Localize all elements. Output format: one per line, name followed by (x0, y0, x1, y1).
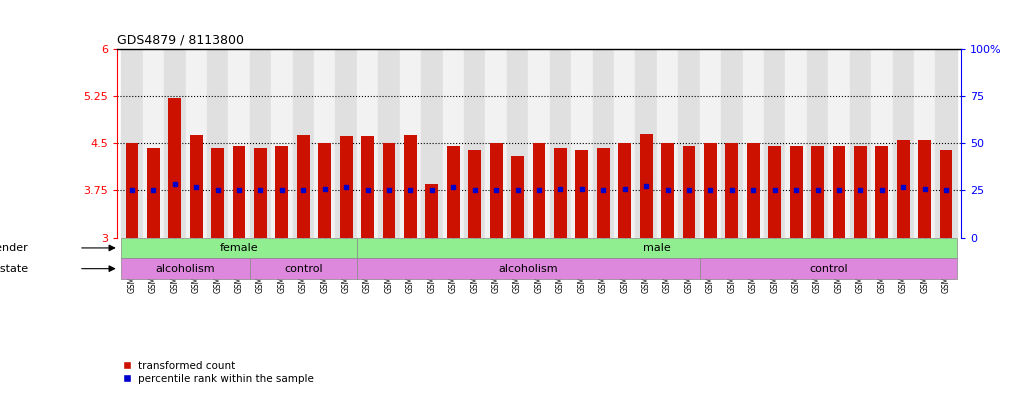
Bar (640, 134, 653, 238)
Bar (678, 49, 700, 238)
Bar (361, 136, 374, 238)
Bar (854, 147, 866, 238)
Text: alcoholism: alcoholism (498, 264, 558, 274)
Bar (700, 258, 957, 279)
Text: alcoholism: alcoholism (156, 264, 216, 274)
Bar (661, 143, 674, 238)
Bar (506, 49, 528, 238)
Bar (146, 148, 160, 238)
Bar (893, 49, 914, 238)
Bar (764, 49, 785, 238)
Bar (293, 49, 314, 238)
Bar (572, 49, 593, 238)
Bar (297, 135, 310, 238)
Bar (121, 49, 142, 238)
Bar (789, 147, 802, 238)
Bar (876, 147, 888, 238)
Bar (593, 49, 614, 238)
Bar (250, 258, 357, 279)
Bar (742, 49, 764, 238)
Bar (485, 49, 506, 238)
Bar (936, 49, 957, 238)
Bar (336, 49, 357, 238)
Bar (849, 49, 872, 238)
Text: female: female (220, 243, 258, 253)
Bar (446, 147, 460, 238)
Bar (918, 140, 932, 238)
Bar (704, 143, 717, 238)
Bar (490, 143, 502, 238)
Text: disease state: disease state (0, 264, 28, 274)
Bar (828, 49, 849, 238)
Bar (254, 148, 266, 238)
Bar (169, 98, 181, 238)
Bar (250, 49, 272, 238)
Bar (229, 49, 250, 238)
Bar (233, 146, 245, 238)
Bar (533, 143, 545, 238)
Bar (425, 184, 438, 238)
Bar (768, 147, 781, 238)
Bar (190, 135, 202, 238)
Bar (400, 49, 421, 238)
Bar (554, 148, 566, 238)
Bar (785, 49, 806, 238)
Bar (421, 49, 442, 238)
Bar (276, 147, 289, 238)
Bar (725, 143, 738, 238)
Bar (528, 49, 550, 238)
Bar (657, 49, 678, 238)
Bar (464, 49, 485, 238)
Bar (614, 49, 636, 238)
Bar (636, 49, 657, 238)
Bar (340, 136, 353, 238)
Bar (404, 135, 417, 238)
Bar (940, 150, 953, 238)
Bar (618, 143, 632, 238)
Bar (833, 147, 845, 238)
Text: gender: gender (0, 243, 28, 253)
Bar (746, 143, 760, 238)
Bar (721, 49, 742, 238)
Bar (164, 49, 185, 238)
Bar (121, 258, 250, 279)
Bar (682, 147, 696, 238)
Bar (121, 238, 357, 258)
Bar (314, 49, 336, 238)
Bar (700, 49, 721, 238)
Bar (357, 49, 378, 238)
Bar (272, 49, 293, 238)
Bar (897, 140, 909, 238)
Bar (142, 49, 164, 238)
Bar (468, 150, 481, 238)
Bar (318, 143, 332, 238)
Bar (212, 148, 224, 238)
Bar (357, 258, 700, 279)
Bar (206, 49, 229, 238)
Bar (185, 49, 206, 238)
Bar (357, 238, 957, 258)
Text: male: male (643, 243, 671, 253)
Bar (550, 49, 572, 238)
Legend: transformed count, percentile rank within the sample: transformed count, percentile rank withi… (122, 361, 313, 384)
Bar (812, 147, 824, 238)
Bar (442, 49, 464, 238)
Bar (597, 148, 610, 238)
Bar (512, 156, 524, 238)
Bar (806, 49, 828, 238)
Bar (378, 49, 400, 238)
Text: control: control (809, 264, 847, 274)
Bar (576, 150, 588, 238)
Text: control: control (284, 264, 322, 274)
Bar (382, 143, 396, 238)
Bar (914, 49, 936, 238)
Bar (125, 143, 138, 238)
Text: GDS4879 / 8113800: GDS4879 / 8113800 (117, 33, 244, 46)
Bar (872, 49, 893, 238)
